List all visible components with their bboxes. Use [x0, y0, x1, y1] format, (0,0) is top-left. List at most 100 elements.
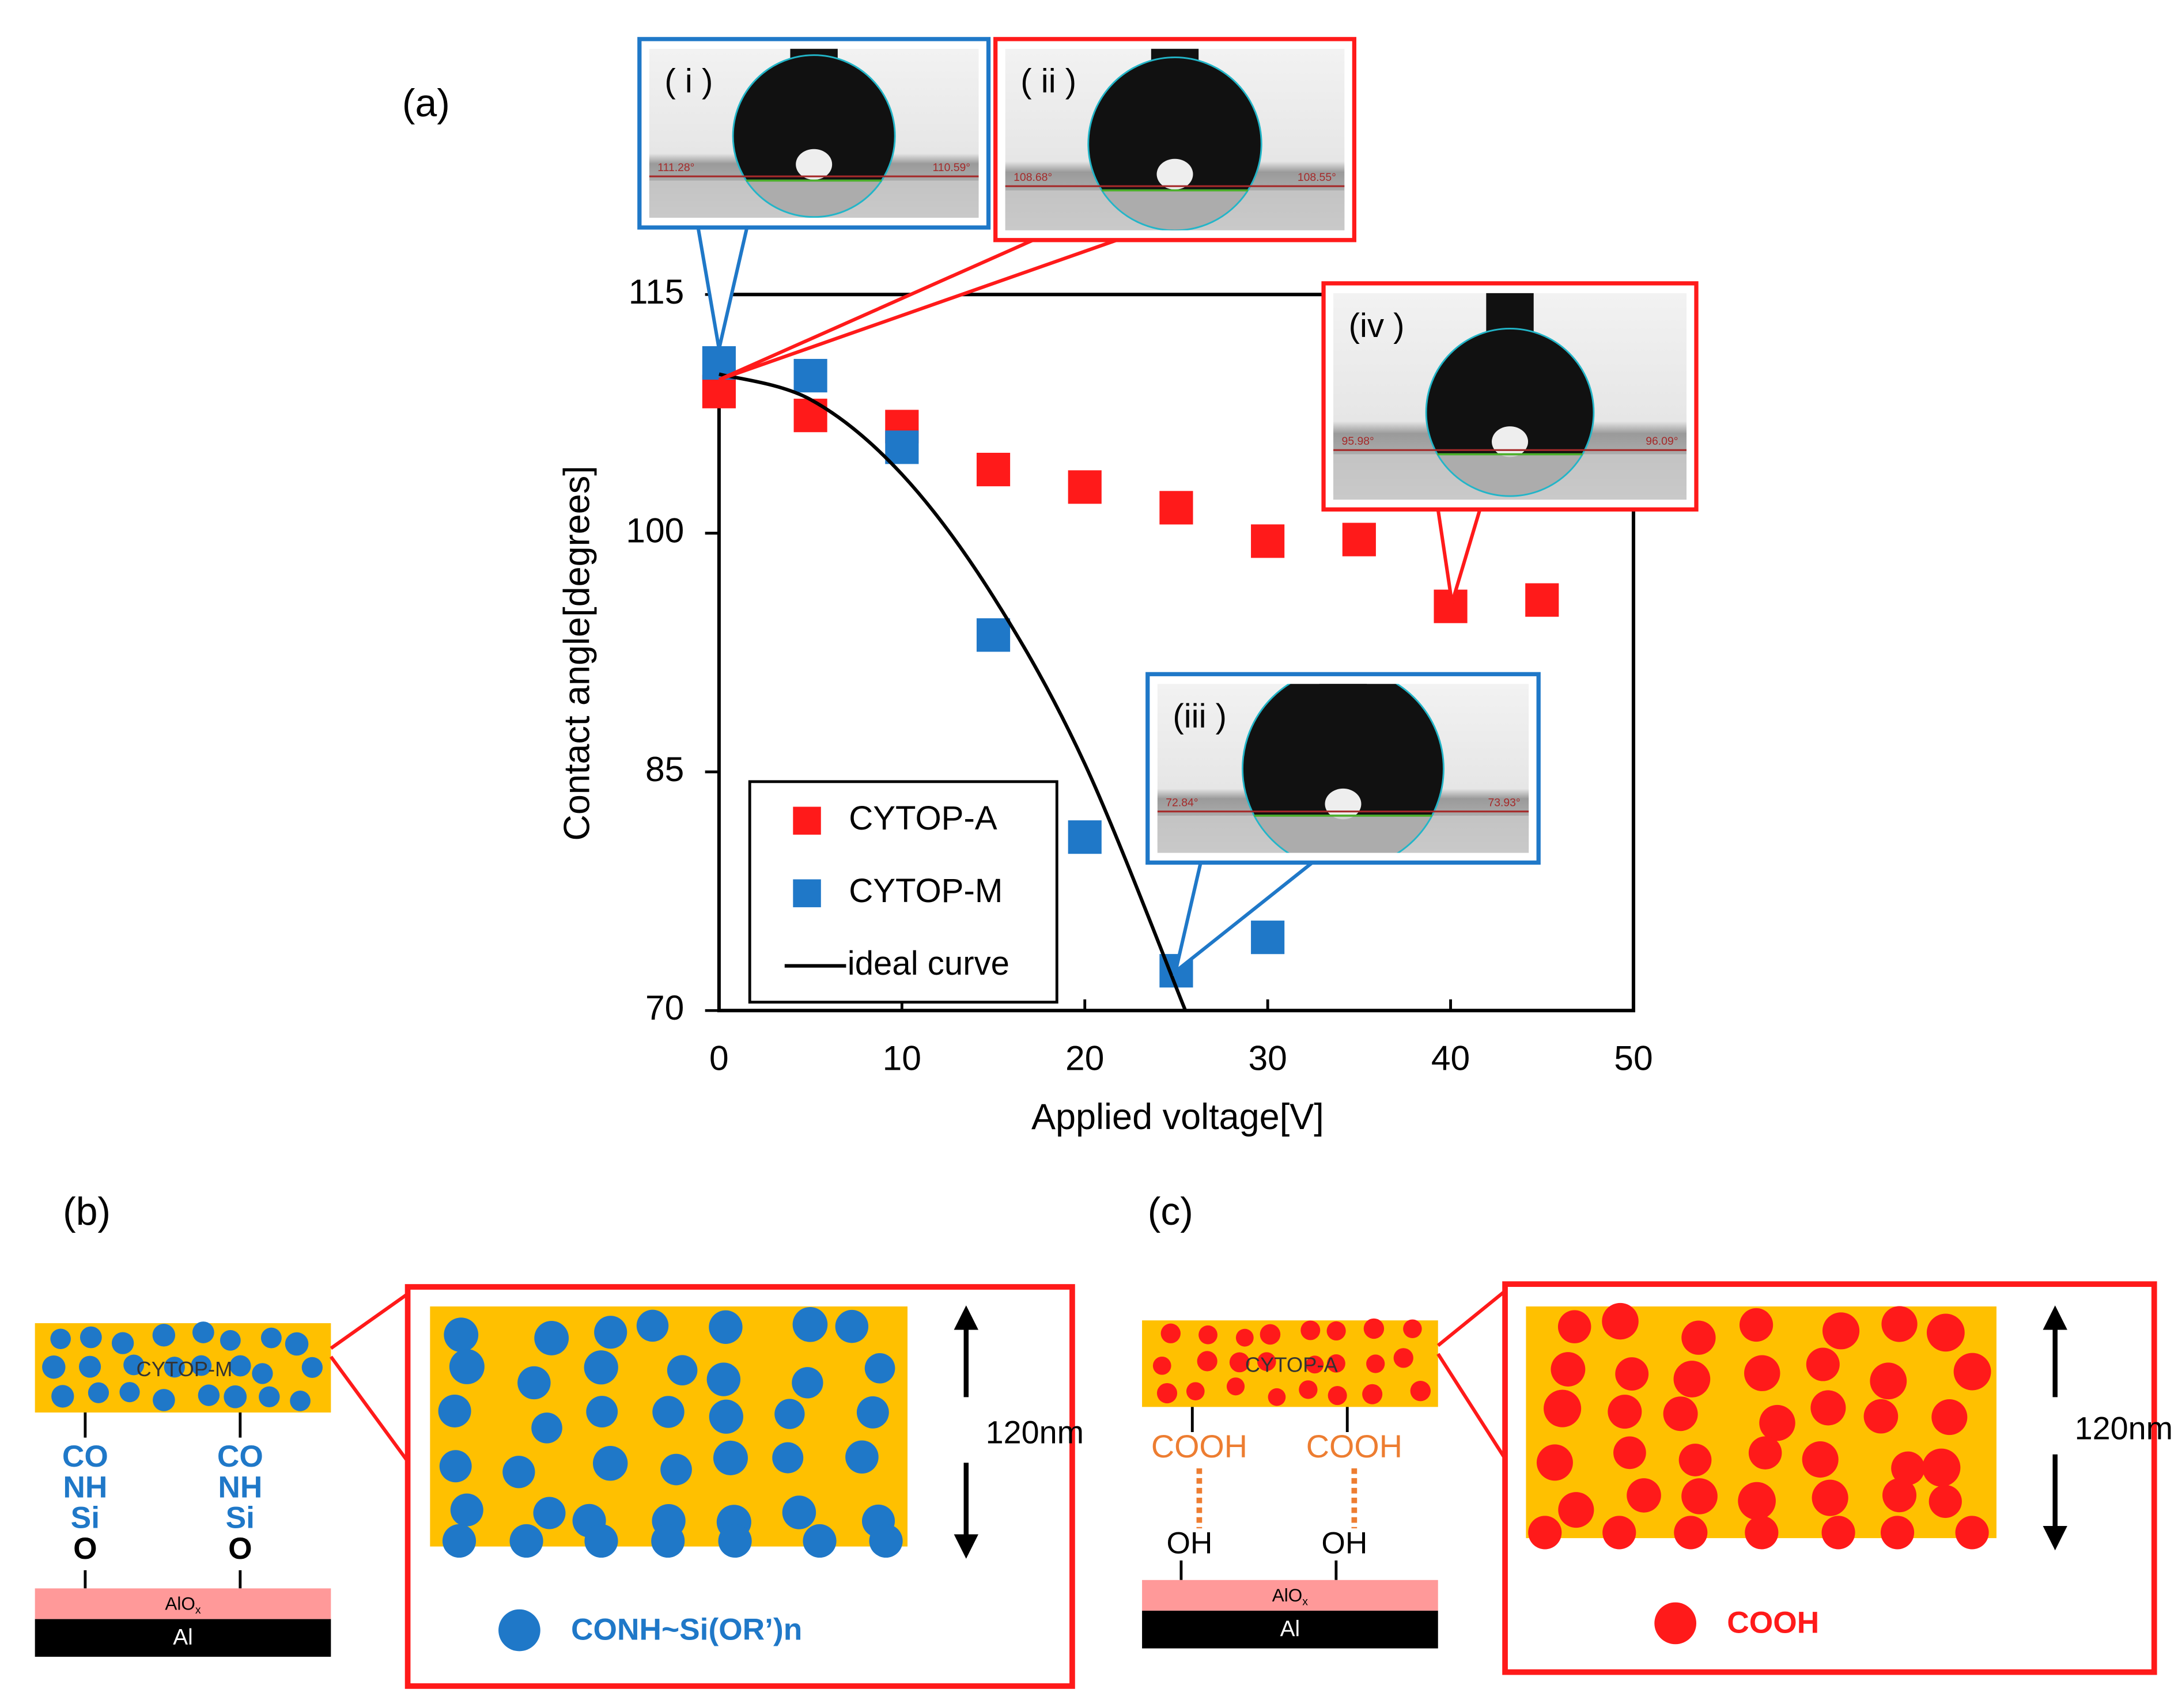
particle	[290, 1391, 311, 1411]
particle	[1536, 1444, 1573, 1481]
particle	[1881, 1306, 1918, 1342]
particle	[517, 1366, 551, 1400]
marker	[1251, 524, 1285, 558]
particle	[438, 1394, 471, 1427]
particle	[706, 1362, 741, 1396]
droplet-content: 111.28° 110.59°	[649, 48, 979, 218]
legend-particle	[1654, 1602, 1696, 1645]
droplet-fit	[1425, 328, 1595, 497]
chain-group: NH	[218, 1470, 262, 1504]
particle	[153, 1389, 175, 1411]
particle	[1681, 1478, 1718, 1514]
legend-label: CONH~Si(OR’)n	[571, 1613, 802, 1647]
angle-value: 108.68°	[1014, 171, 1052, 184]
particle	[1744, 1355, 1780, 1391]
particle	[1544, 1389, 1582, 1427]
particle	[1821, 1516, 1855, 1550]
angle-value: 96.09°	[1646, 435, 1678, 448]
droplet-content: 72.84° 73.93°	[1157, 684, 1529, 853]
particle	[1257, 1352, 1276, 1372]
particle	[1681, 1320, 1716, 1355]
particle	[1186, 1382, 1205, 1401]
particle	[191, 1355, 212, 1376]
particle	[718, 1524, 752, 1558]
particle	[260, 1327, 282, 1349]
particle	[845, 1440, 879, 1474]
marker	[1251, 921, 1285, 955]
particle	[1812, 1479, 1848, 1516]
inset-label: ( i )	[664, 63, 713, 100]
droplet-content: 95.98° 96.09°	[1333, 293, 1687, 500]
highlight	[796, 149, 833, 180]
droplet-content: 108.68° 108.55°	[1005, 48, 1345, 230]
particle	[584, 1350, 618, 1385]
thickness-label: 120nm	[2075, 1410, 2173, 1446]
marker	[793, 399, 827, 433]
callout-pointer	[1436, 508, 1483, 604]
legend-label: CYTOP-M	[849, 872, 1003, 910]
particle	[80, 1326, 102, 1349]
particle	[1748, 1436, 1782, 1470]
particle	[1673, 1361, 1711, 1398]
particle	[782, 1495, 816, 1529]
callout-pointer	[695, 225, 750, 350]
particle	[533, 1497, 566, 1529]
particle	[449, 1349, 485, 1384]
angle-value: 110.59°	[932, 161, 970, 174]
particle	[1268, 1388, 1286, 1406]
marker	[702, 374, 736, 408]
y-tick-label: 85	[645, 749, 684, 789]
substrate-shadow	[1157, 815, 1529, 853]
chain-group: CO	[62, 1440, 108, 1474]
particle	[636, 1309, 669, 1342]
particle	[835, 1309, 869, 1343]
oxide-base: AlO	[1272, 1585, 1302, 1605]
particle	[1870, 1362, 1907, 1400]
legend-particle	[498, 1609, 540, 1652]
particle	[1306, 1355, 1324, 1374]
marker	[885, 430, 919, 464]
particle	[1260, 1324, 1281, 1345]
oxide-base: AlO	[165, 1593, 195, 1614]
particle	[152, 1324, 176, 1347]
particle	[1393, 1348, 1413, 1368]
legend-label: ideal curve	[848, 945, 1009, 982]
y-tick-label: 70	[645, 988, 684, 1027]
particle	[50, 1328, 71, 1350]
particle	[594, 1316, 627, 1349]
angle-value: 72.84°	[1166, 796, 1198, 809]
particle	[1882, 1478, 1917, 1513]
x-tick-label: 20	[1065, 1038, 1104, 1077]
x-tick-label: 0	[709, 1038, 729, 1077]
marker	[976, 618, 1011, 652]
particle	[1160, 1323, 1181, 1343]
angle-value: 111.28°	[657, 161, 694, 174]
particle	[1891, 1451, 1925, 1485]
thickness-label: 120nm	[986, 1415, 1084, 1451]
legend-label: COOH	[1727, 1605, 1819, 1639]
particle	[1759, 1404, 1795, 1441]
particle	[1235, 1328, 1254, 1347]
particle	[1558, 1492, 1594, 1528]
particle	[1745, 1516, 1779, 1550]
particle	[1822, 1312, 1860, 1350]
chain-group: Si	[71, 1501, 100, 1535]
particle	[1403, 1319, 1422, 1338]
particle	[502, 1456, 535, 1489]
particle	[660, 1453, 692, 1486]
callout-pointer	[1173, 861, 1318, 976]
particle	[192, 1321, 214, 1343]
substrate-shadow	[1005, 190, 1345, 230]
metal-layer	[35, 1619, 331, 1657]
particle	[1551, 1352, 1586, 1387]
particle	[1326, 1321, 1346, 1341]
droplet-fit	[732, 54, 896, 218]
oxide-layer	[35, 1588, 331, 1619]
particle	[1806, 1347, 1840, 1381]
droplet-fit	[1242, 684, 1445, 853]
particle	[79, 1355, 101, 1378]
plot-frame	[717, 293, 1635, 1013]
particle	[1299, 1380, 1318, 1399]
particle	[444, 1317, 479, 1353]
particle	[1953, 1353, 1991, 1391]
